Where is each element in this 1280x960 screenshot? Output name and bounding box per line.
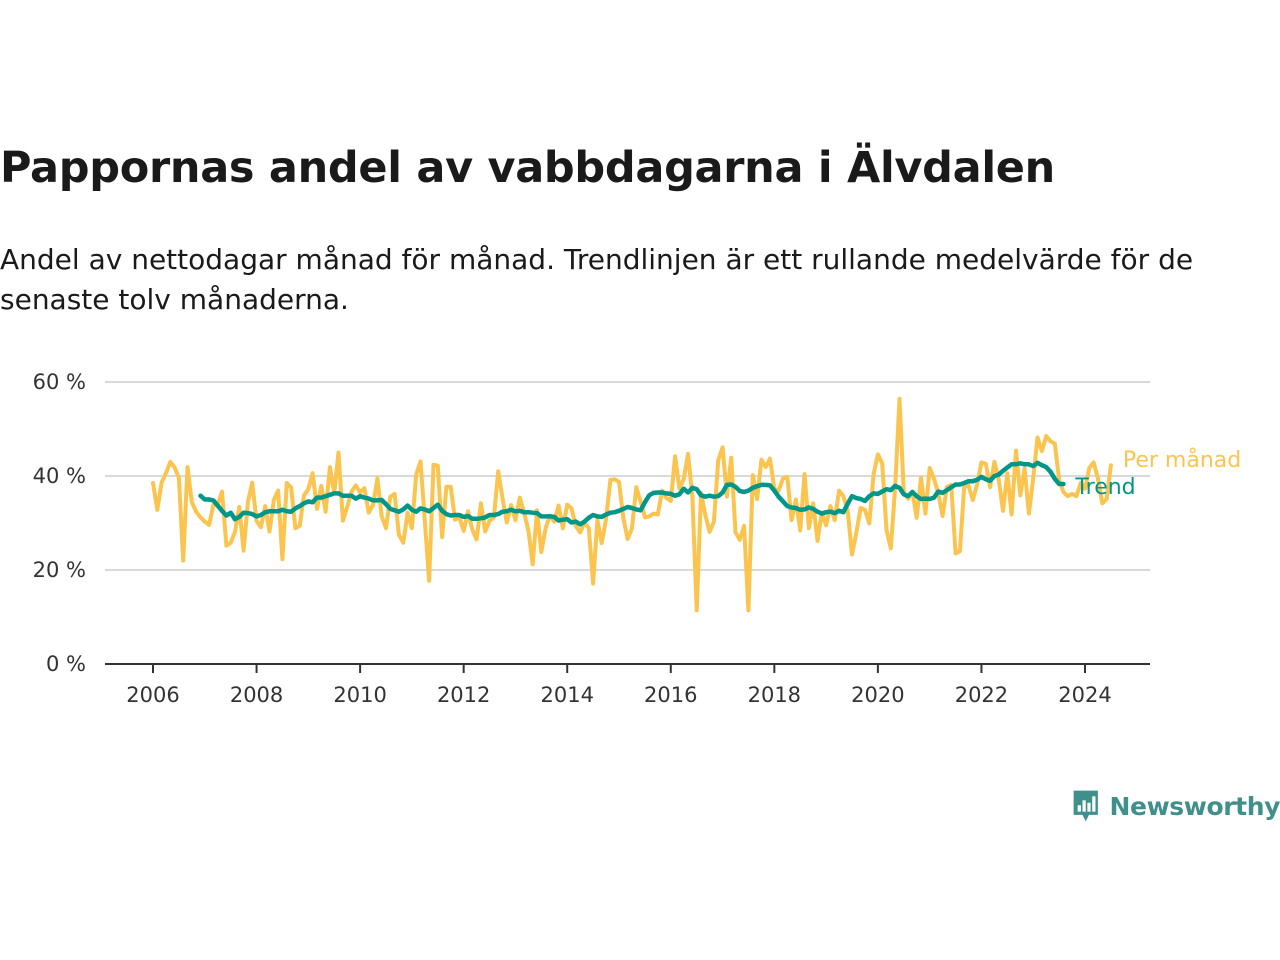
x-tick-label: 2008 xyxy=(230,683,283,707)
y-tick-label: 60 % xyxy=(33,370,86,394)
series-label: Trend xyxy=(1074,475,1135,500)
x-axis: 2006 2008 2010 2012 2014 2016 2018 2020 2022 2024 xyxy=(105,663,1150,707)
y-tick-label: 20 % xyxy=(33,558,86,582)
gridlines xyxy=(105,381,1150,571)
y-axis-labels: 0 % 20 % 40 % 60 % xyxy=(33,370,86,676)
y-tick-label: 0 % xyxy=(46,652,86,676)
x-tick-label: 2012 xyxy=(437,683,490,707)
x-tick-label: 2022 xyxy=(955,683,1008,707)
brand-name: Newsworthy xyxy=(1109,791,1280,821)
series-label: Per månad xyxy=(1123,447,1241,473)
newsworthy-logo-icon xyxy=(1073,790,1098,822)
chart-subtitle: Andel av nettodagar månad för månad. Tre… xyxy=(0,243,1194,316)
x-tick-label: 2006 xyxy=(126,683,179,707)
x-tick-label: 2018 xyxy=(748,683,801,707)
y-tick-label: 40 % xyxy=(33,464,86,488)
line-chart: 0 % 20 % 40 % 60 % 2006 2008 2010 2012 2014 2016… xyxy=(33,370,1242,707)
chart-title: Pappornas andel av vabbdagarna i Älvdale… xyxy=(0,143,1055,193)
x-tick-label: 2016 xyxy=(644,683,697,707)
x-tick-label: 2020 xyxy=(851,683,904,707)
series-line xyxy=(198,460,1066,527)
x-tick-label: 2010 xyxy=(333,683,386,707)
x-tick-label: 2024 xyxy=(1058,683,1111,707)
x-tick-label: 2014 xyxy=(540,683,593,707)
series-line xyxy=(151,396,1113,613)
newsworthy-brand: Newsworthy xyxy=(1072,784,1280,828)
series-lines xyxy=(151,396,1113,613)
